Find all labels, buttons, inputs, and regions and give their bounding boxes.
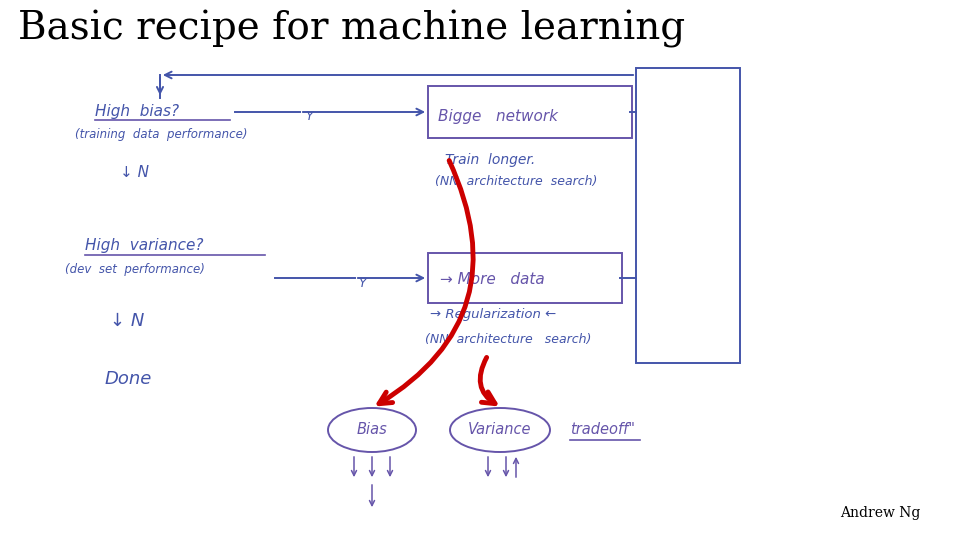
Text: Bias: Bias <box>356 423 387 438</box>
Text: Y: Y <box>305 110 312 123</box>
Text: High  variance?: High variance? <box>85 238 203 253</box>
FancyArrowPatch shape <box>379 161 473 404</box>
Text: → Regularization ←: → Regularization ← <box>430 308 557 321</box>
Text: ↓ N: ↓ N <box>120 165 149 180</box>
Text: Y: Y <box>358 277 366 290</box>
Text: tradeoff": tradeoff" <box>570 423 635 438</box>
Ellipse shape <box>450 408 550 452</box>
FancyArrowPatch shape <box>480 358 495 404</box>
Text: → More   data: → More data <box>440 272 545 287</box>
Text: (dev  set  performance): (dev set performance) <box>65 263 205 276</box>
Text: Train  longer.: Train longer. <box>445 153 536 167</box>
Text: (NN  architecture   search): (NN architecture search) <box>425 333 591 346</box>
Text: Done: Done <box>105 370 152 388</box>
Text: Variance: Variance <box>468 423 532 438</box>
Text: (NN  architecture  search): (NN architecture search) <box>435 175 598 188</box>
Text: (training  data  performance): (training data performance) <box>75 128 247 141</box>
Text: Basic recipe for machine learning: Basic recipe for machine learning <box>18 10 685 48</box>
Text: Andrew Ng: Andrew Ng <box>839 506 920 520</box>
Text: High  bias?: High bias? <box>95 104 179 119</box>
Ellipse shape <box>328 408 416 452</box>
Text: ↓ N: ↓ N <box>110 312 145 330</box>
Text: Bigge   network: Bigge network <box>438 108 558 124</box>
